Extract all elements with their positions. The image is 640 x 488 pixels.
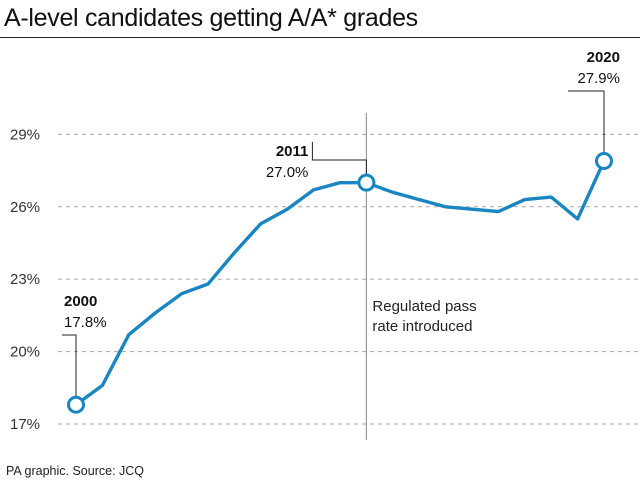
annotation-leader [311,142,367,175]
highlight-points [67,151,613,414]
annotation-year: 2000 [64,293,97,310]
note-line-1: Regulated pass [372,298,476,315]
annotation-leader [62,334,77,397]
annotations: 2000 17.8% 2011 27.0% 2020 27.9% [62,49,620,397]
y-tick-label: 17% [10,416,40,433]
note-line-2: rate introduced [372,318,472,335]
point-2020 [595,151,613,170]
chart-title: A-level candidates getting A/A* grades [4,4,418,32]
annotation-2000: 2000 17.8% [62,293,107,397]
regulation-note: Regulated pass rate introduced [372,298,476,335]
y-tick-label: 26% [10,199,40,216]
y-axis-ticks: 17% 20% 23% 26% 29% [10,126,40,433]
annotation-value: 27.9% [577,70,620,87]
annotation-year: 2011 [276,143,309,160]
y-tick-label: 23% [10,271,40,288]
series-line [74,159,606,407]
title-divider [0,37,640,38]
y-tick-label: 20% [10,344,40,361]
point-2000 [67,395,85,414]
y-tick-label: 29% [10,126,40,143]
annotation-2011: 2011 27.0% [266,142,367,181]
source-credit: PA graphic. Source: JCQ [6,464,145,478]
annotation-value: 27.0% [266,164,309,181]
annotation-year: 2020 [587,49,620,66]
annotation-value: 17.8% [64,314,107,331]
annotation-2020: 2020 27.9% [568,49,620,153]
annotation-leader [568,90,605,153]
grid-lines [58,133,640,425]
point-2011 [357,173,376,192]
